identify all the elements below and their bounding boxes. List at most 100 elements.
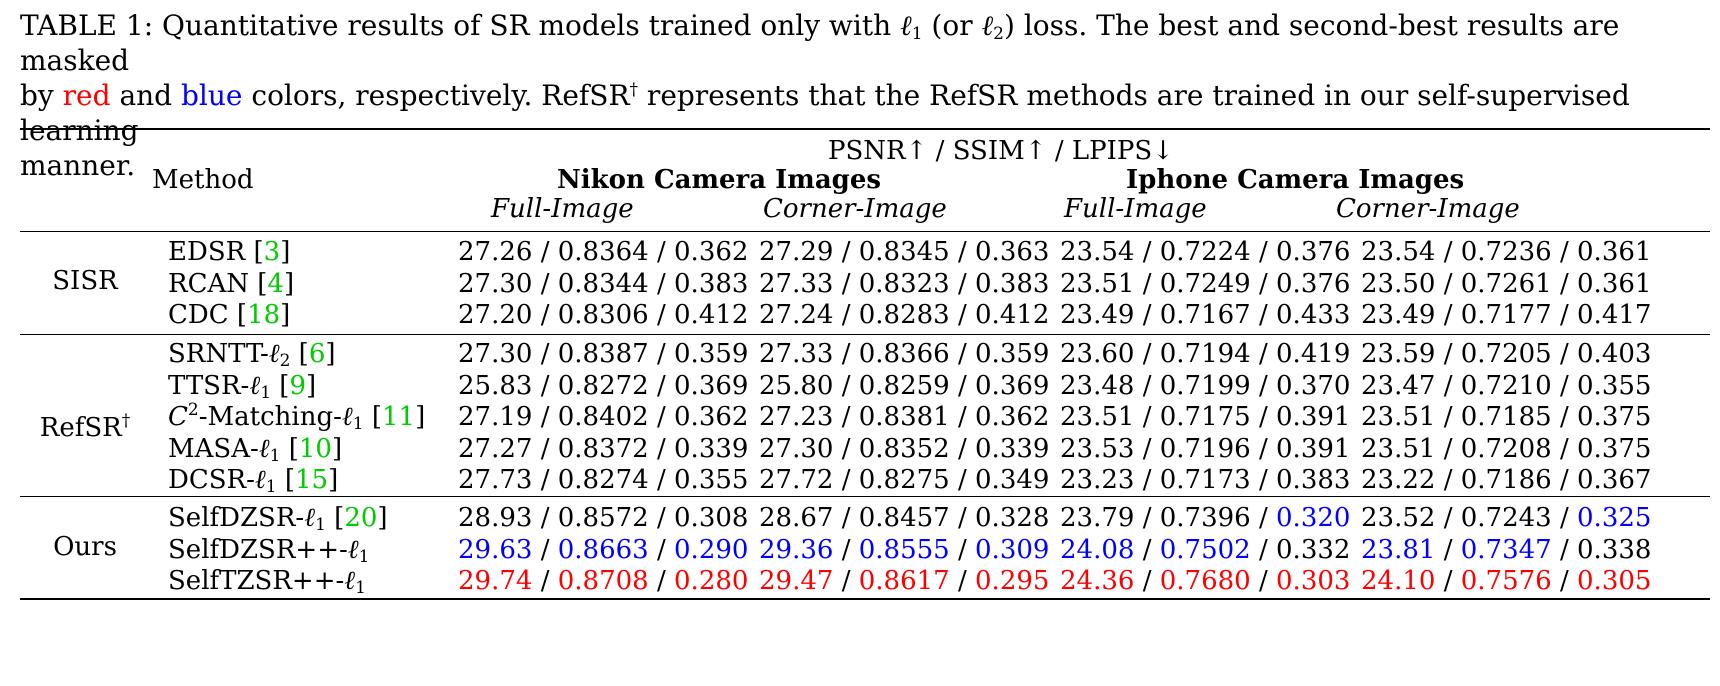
metric-value: 23.49 [1060,300,1135,330]
metric-value: 23.60 [1060,339,1135,369]
metric-value: 0.7175 [1159,402,1251,432]
separator: / [648,503,675,533]
metric-cell: 28.67 / 0.8457 / 0.328 [759,503,1060,535]
separator: / [949,566,976,596]
metric-value: 27.29 [759,237,834,267]
bracket: [ [325,503,345,533]
metric-value: 0.308 [674,503,749,533]
metric-value: 0.7185 [1460,402,1552,432]
metric-cell: 23.79 / 0.7396 / 0.320 [1060,503,1361,535]
loss-symbol: ℓ [304,503,316,533]
separator: / [1250,433,1277,464]
loss-subscript: 1 [265,477,277,497]
metric-value: 0.7502 [1159,534,1251,565]
metric-value: 0.8283 [858,300,950,330]
metric-value: 27.30 [458,268,533,299]
metric-value: 0.8364 [557,237,649,267]
metric-value: 0.362 [674,237,749,267]
metric-cell: 29.63 / 0.8663 / 0.290 [458,535,759,567]
separator: / [1134,402,1160,432]
method-cell: MASA-ℓ1 [10] [150,434,458,466]
separator: / [949,370,976,401]
metric-value: 23.51 [1060,268,1135,299]
metric-value: 23.48 [1060,370,1135,401]
separator: / [532,300,558,330]
separator: / [532,370,558,401]
method-cell: RCAN [4] [150,269,458,301]
loss-subscript: 1 [358,546,370,567]
separator: / [833,339,859,369]
metric-value: 28.67 [759,503,834,533]
bracket: ] [280,237,291,267]
separator: / [949,402,976,432]
separator: / [648,339,675,369]
metric-cell: 24.36 / 0.7680 / 0.303 [1060,566,1361,598]
method-name: CDC [168,300,229,330]
metric-cell: 27.30 / 0.8387 / 0.359 [458,339,759,371]
separator: / [949,433,976,464]
metric-value: 0.280 [674,566,749,596]
method-name: MASA- [168,433,259,464]
metric-value: 0.383 [674,268,749,299]
separator: / [1250,268,1277,299]
metric-value: 0.383 [975,268,1050,299]
metric-value: 0.7196 [1159,433,1251,464]
group-label-ours: Ours [53,532,117,562]
separator: / [833,370,859,401]
method-name-rest: -Matching- [198,402,342,432]
metric-value: 0.295 [975,566,1050,596]
metric-value: 27.33 [759,339,834,369]
metric-value: 0.355 [674,465,749,495]
metric-value: 29.47 [759,566,834,596]
separator: / [1551,300,1578,330]
loss-subscript: 1 [352,414,364,434]
metric-value: 29.63 [458,534,533,565]
metric-value: 24.08 [1060,534,1135,565]
separator: / [532,566,558,596]
metric-value: 23.79 [1060,503,1135,533]
metric-cell: 27.20 / 0.8306 / 0.412 [458,300,759,332]
metric-value: 0.8708 [557,566,649,596]
separator: / [648,566,675,596]
bottom-rule [20,598,1710,600]
metric-value: 0.8272 [557,370,649,401]
separator: / [833,300,859,330]
separator: / [1435,339,1461,369]
metric-value: 27.24 [759,300,834,330]
metric-value: 27.72 [759,465,834,495]
group-label-refsr: RefSR† [39,411,131,444]
separator: / [532,268,558,299]
table-row: DCSR-ℓ1 [15] 27.73 / 0.8274 / 0.355 27.72 … [150,465,1662,497]
citation-link: 11 [381,402,416,432]
separator: / [532,339,558,369]
metric-value: 23.51 [1361,402,1436,432]
bracket: [ [245,237,264,267]
separator: / [1435,534,1461,565]
citation-link: 18 [247,300,281,330]
metric-value: 23.51 [1060,402,1135,432]
method-name: SelfDZSR++- [168,534,348,565]
metric-cell: 27.24 / 0.8283 / 0.412 [759,300,1060,332]
metric-cell: 27.19 / 0.8402 / 0.362 [458,402,759,434]
metric-value: 0.369 [975,370,1050,401]
separator: / [1551,402,1578,432]
metric-cell: 27.30 / 0.8352 / 0.339 [759,434,1060,466]
method-name: SelfDZSR- [168,503,305,533]
separator: / [1134,339,1160,369]
metric-value: 0.376 [1276,237,1351,267]
caption-red-word: red [62,79,111,112]
metric-value: 23.51 [1361,433,1436,464]
metric-value: 0.320 [1276,503,1351,533]
loss-symbol: ℓ [249,370,261,401]
metric-cell: 23.81 / 0.7347 / 0.338 [1361,535,1662,567]
metric-value: 23.59 [1361,339,1436,369]
separator: / [1134,268,1160,299]
separator: / [1250,503,1277,533]
metric-value: 0.8352 [858,433,950,464]
metric-value: 25.80 [759,370,834,401]
metric-value: 0.383 [1276,465,1351,495]
metric-value: 0.338 [1577,534,1652,565]
metric-cell: 29.36 / 0.8555 / 0.309 [759,535,1060,567]
sisr-rule [20,334,1710,335]
loss-subscript: 1 [269,445,281,466]
